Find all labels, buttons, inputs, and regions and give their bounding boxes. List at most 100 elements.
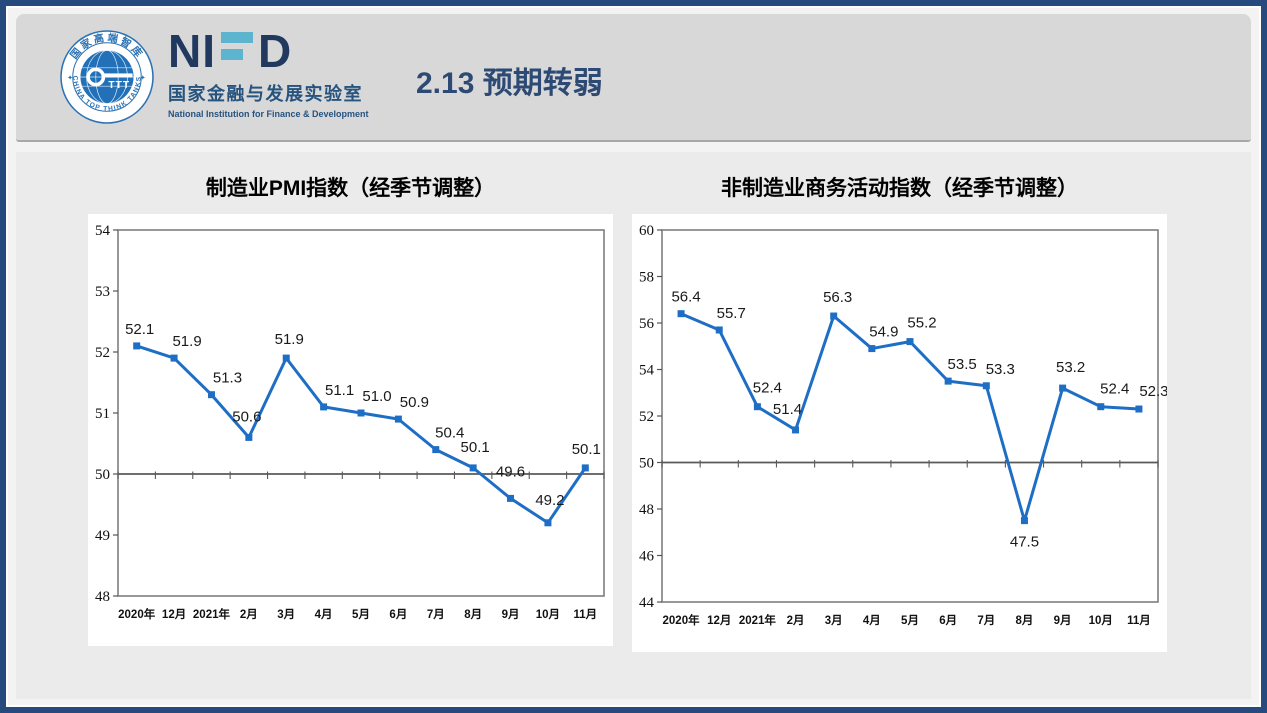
x-axis-label: 7月: [977, 614, 995, 627]
x-axis-label: 2020年: [118, 607, 156, 621]
data-label: 49.6: [496, 463, 525, 480]
institute-name-en: National Institution for Finance & Devel…: [168, 109, 369, 119]
plot-border: [661, 229, 1159, 603]
x-axis-label: 2021年: [739, 613, 777, 627]
y-axis-label: 54: [639, 363, 655, 379]
y-axis-label: 52: [95, 345, 110, 361]
data-label: 51.4: [773, 401, 802, 418]
header-band: 国家高端智库 CHINA TOP THINK TANKS ✦ ✦ TTT: [16, 14, 1251, 142]
x-axis-label: 8月: [1016, 614, 1034, 627]
x-axis-label: 7月: [427, 608, 445, 621]
y-axis-label: 44: [639, 595, 655, 611]
data-label: 47.5: [1010, 534, 1039, 551]
nifd-wordmark: NI D: [168, 28, 369, 74]
y-axis-label: 46: [639, 549, 655, 565]
data-label: 51.9: [172, 333, 201, 350]
y-axis-label: 53: [95, 284, 110, 300]
data-label: 50.1: [572, 441, 601, 458]
data-label: 51.3: [213, 370, 242, 387]
x-axis-label: 11月: [1127, 614, 1151, 627]
data-point-marker: [170, 354, 178, 362]
y-axis-label: 58: [639, 270, 654, 286]
data-label: 55.7: [717, 305, 746, 322]
data-label: 56.4: [671, 289, 700, 306]
y-axis-label: 48: [639, 502, 654, 518]
data-point-marker: [944, 377, 952, 385]
data-point-marker: [868, 345, 876, 353]
data-point-marker: [544, 519, 552, 527]
data-label: 52.3: [1139, 383, 1167, 400]
y-axis-label: 52: [639, 409, 654, 425]
data-point-marker: [245, 433, 253, 441]
wordmark-letter-d: D: [258, 25, 293, 77]
x-axis-label: 11月: [573, 608, 597, 621]
manufacturing-pmi-chart-block: 制造业PMI指数（经季节调整） 48 49 50 51 52 53 54 52.1 51.9 51…: [88, 172, 613, 646]
slide-title: 2.13 预期转弱: [416, 67, 603, 100]
data-label: 50.9: [400, 394, 429, 411]
y-axis-label: 49: [95, 528, 110, 544]
data-label: 51.9: [275, 331, 304, 348]
data-label: 53.3: [986, 361, 1015, 378]
data-point-marker: [1097, 403, 1105, 411]
data-point-marker: [394, 415, 402, 423]
x-axis-label: 2020年: [663, 613, 701, 627]
data-point-marker: [282, 354, 290, 362]
chart-title-left: 制造业PMI指数（经季节调整）: [205, 177, 496, 200]
x-axis-label: 12月: [162, 608, 186, 621]
data-label: 55.2: [907, 315, 936, 332]
x-axis-label: 3月: [825, 614, 843, 627]
data-point-marker: [581, 464, 589, 472]
x-axis-label: 9月: [502, 608, 520, 621]
x-axis-label: 4月: [315, 608, 333, 621]
data-point-marker: [432, 446, 440, 454]
key-icon: TTT: [86, 67, 133, 91]
data-point-marker: [830, 312, 838, 320]
data-point-marker: [507, 494, 515, 502]
data-point-marker: [982, 382, 990, 390]
non-manufacturing-index-line-chart: 44 46 48 50 52 54 56 58 60 56.4 55.7 52.4 51.4 56.3 54…: [639, 223, 1167, 627]
data-label: 49.2: [535, 492, 564, 509]
y-axis-label: 48: [95, 589, 110, 605]
x-axis-label: 6月: [389, 608, 407, 621]
data-point-marker: [753, 403, 761, 411]
data-label: 52.4: [753, 380, 782, 397]
x-axis-label: 5月: [352, 608, 370, 621]
data-label: 50.6: [232, 408, 261, 425]
y-axis-label: 60: [639, 223, 654, 239]
chart-panel-left: 48 49 50 51 52 53 54 52.1 51.9 51.3 50.6 51.9 51.1 51…: [88, 214, 613, 646]
y-axis-label: 56: [639, 316, 655, 332]
chart-panel-right: 44 46 48 50 52 54 56 58 60 56.4 55.7 52.4 51.4 56.3 54…: [632, 214, 1167, 652]
data-label: 53.2: [1056, 359, 1085, 376]
data-label: 51.1: [325, 382, 354, 399]
data-point-marker: [715, 326, 723, 334]
cttt-badge-logo: 国家高端智库 CHINA TOP THINK TANKS ✦ ✦ TTT: [60, 30, 154, 124]
y-axis-label: 50: [639, 456, 654, 472]
data-point-marker: [133, 342, 141, 350]
x-axis-label: 10月: [536, 608, 560, 621]
data-label: 52.1: [125, 321, 154, 338]
data-label: 54.9: [869, 324, 898, 341]
nifd-brand-block: NI D 国家金融与发展实验室 National Institution for…: [168, 28, 369, 119]
x-axis-label: 3月: [277, 608, 295, 621]
data-label: 52.4: [1100, 381, 1129, 398]
x-axis-label: 4月: [863, 614, 881, 627]
data-label: 50.1: [461, 439, 490, 456]
data-point-marker: [677, 310, 685, 318]
data-point-marker: [469, 464, 477, 472]
slide-content: 制造业PMI指数（经季节调整） 48 49 50 51 52 53 54 52.1 51.9 51…: [16, 152, 1251, 699]
x-axis-label: 5月: [901, 614, 919, 627]
institute-name-cn: 国家金融与发展实验室: [168, 84, 363, 104]
chart-title-right: 非制造业商务活动指数（经季节调整）: [721, 177, 1078, 200]
x-axis-label: 2月: [240, 608, 258, 621]
data-point-marker: [1135, 405, 1143, 413]
data-point-marker: [906, 338, 914, 346]
key-teeth-label: TTT: [108, 80, 130, 91]
x-axis-label: 10月: [1089, 614, 1113, 627]
data-label: 56.3: [823, 289, 852, 306]
badge-side-star-left: ✦: [67, 74, 73, 82]
y-axis-label: 51: [95, 406, 110, 422]
stylized-f-icon: [221, 32, 253, 60]
x-axis-label: 9月: [1054, 614, 1072, 627]
x-axis-label: 2月: [787, 614, 805, 627]
